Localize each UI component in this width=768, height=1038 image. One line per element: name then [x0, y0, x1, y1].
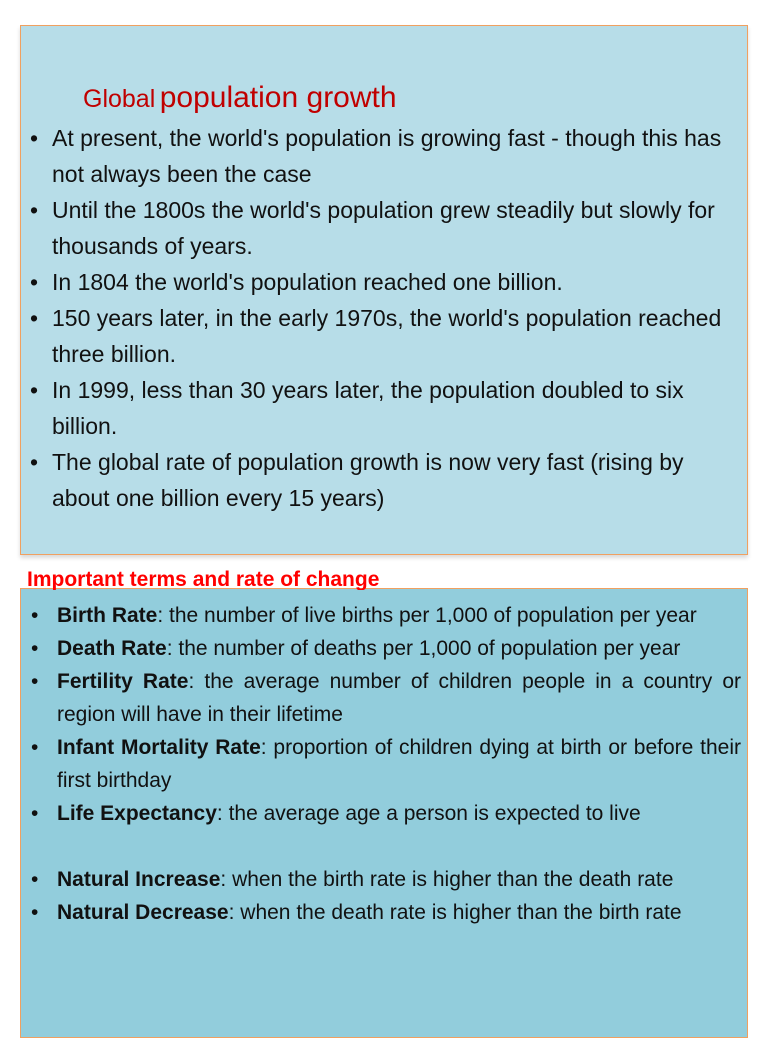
term-definition: : when the birth rate is higher than the… [220, 868, 674, 891]
term-definition: : the average number of children people … [57, 670, 741, 726]
term-definition: : when the death rate is higher than the… [228, 901, 682, 924]
list-item: At present, the world's population is gr… [27, 120, 739, 192]
term-label: Natural Decrease [57, 901, 229, 924]
term-label: Natural Increase [57, 868, 221, 891]
term-definition: : proportion of children dying at birth … [57, 736, 741, 792]
title-global: Global [83, 85, 156, 113]
list-item: 150 years later, in the early 1970s, the… [27, 300, 739, 372]
term-label: Life Expectancy [57, 802, 217, 825]
term-natural-increase: Natural Increase: when the birth rate is… [29, 863, 741, 896]
term-definition: : the number of live births per 1,000 of… [157, 604, 697, 627]
term-label: Infant Mortality Rate [57, 736, 261, 759]
list-item: In 1999, less than 30 years later, the p… [27, 372, 739, 444]
list-item: In 1804 the world's population reached o… [27, 264, 739, 300]
terms-list: Birth Rate: the number of live births pe… [29, 599, 741, 929]
term-death-rate: Death Rate: the number of deaths per 1,0… [29, 632, 741, 665]
slide-title: Global population growth [83, 81, 397, 115]
term-label: Fertility Rate [57, 670, 189, 693]
term-label: Death Rate [57, 637, 167, 660]
term-definition: : the average age a person is expected t… [216, 802, 641, 825]
list-item: The global rate of population growth is … [27, 444, 739, 516]
important-terms-heading: Important terms and rate of change [27, 568, 380, 590]
term-definition: : the number of deaths per 1,000 of popu… [166, 637, 681, 660]
term-fertility-rate: Fertility Rate: the average number of ch… [29, 665, 741, 731]
title-population-growth: population growth [159, 81, 397, 114]
slide-global-population-growth: Global population growth At present, the… [20, 25, 748, 555]
term-label: Birth Rate [57, 604, 158, 627]
term-birth-rate: Birth Rate: the number of live births pe… [29, 599, 741, 632]
term-natural-decrease: Natural Decrease: when the death rate is… [29, 896, 741, 929]
population-facts-list: At present, the world's population is gr… [27, 120, 739, 516]
list-item: Until the 1800s the world's population g… [27, 192, 739, 264]
slide-important-terms: Birth Rate: the number of live births pe… [20, 588, 748, 1038]
term-infant-mortality-rate: Infant Mortality Rate: proportion of chi… [29, 731, 741, 797]
term-life-expectancy: Life Expectancy: the average age a perso… [29, 797, 741, 830]
